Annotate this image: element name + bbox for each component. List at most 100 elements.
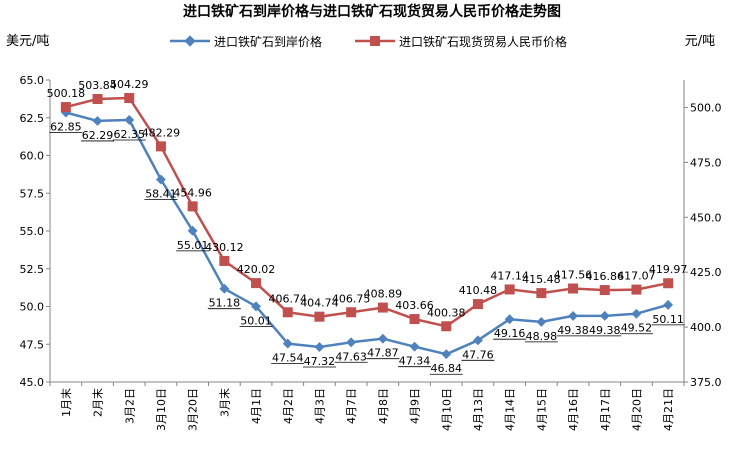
x-tick-label: 2月末 [91, 388, 105, 417]
cif-point [282, 338, 293, 349]
spot-value-label: 406.74 [269, 292, 308, 305]
spot-value-label: 415.48 [522, 273, 561, 286]
spot-value-label: 417.56 [554, 269, 593, 282]
cif-value-label: 47.34 [399, 355, 431, 368]
left-tick-label: 62.5 [20, 112, 45, 125]
spot-point [568, 283, 579, 294]
series-line-spot [65, 96, 669, 328]
left-tick-label: 65.0 [20, 74, 45, 87]
legend-item-cif-price: 进口铁矿石到岸价格 [170, 34, 322, 49]
spot-value-label: 504.29 [110, 78, 149, 91]
cif-value-label: 48.98 [526, 330, 558, 343]
cif-point [314, 342, 325, 352]
cif-value-label: 62.35 [114, 128, 146, 141]
cif-point [536, 316, 547, 327]
spot-point [124, 93, 135, 104]
spot-value-label: 419.97 [649, 263, 688, 276]
right-tick-label: 400.0 [690, 321, 722, 334]
cif-value-label: 55.01 [177, 239, 209, 252]
spot-point [92, 94, 103, 105]
right-axis-unit: 元/吨 [685, 34, 715, 49]
x-tick-label: 4月13日 [472, 388, 485, 431]
cif-point [631, 308, 642, 319]
spot-point [631, 284, 642, 295]
spot-value-label: 500.18 [47, 87, 86, 100]
spot-value-label: 430.12 [205, 241, 244, 254]
left-axis-unit: 美元/吨 [6, 34, 49, 49]
spot-point [472, 299, 483, 310]
spot-value-label: 416.86 [586, 270, 625, 283]
cif-point [472, 335, 483, 346]
left-tick-label: 52.5 [20, 263, 45, 276]
spot-value-label: 406.75 [332, 292, 371, 305]
spot-value-label: 417.14 [490, 269, 529, 282]
cif-value-label: 58.41 [145, 188, 177, 201]
left-tick-label: 60.0 [20, 150, 45, 163]
right-tick-label: 500.0 [690, 101, 722, 114]
spot-point [409, 314, 420, 325]
cif-value-label: 51.18 [209, 297, 241, 310]
x-tick-label: 3月20日 [187, 388, 200, 431]
series-layer [60, 93, 674, 360]
cif-point [155, 174, 166, 185]
cif-point [346, 337, 357, 348]
spot-point [187, 201, 198, 212]
x-tick-label: 4月20日 [630, 388, 643, 431]
spot-point [377, 302, 388, 313]
cif-value-label: 49.16 [494, 327, 526, 340]
spot-value-label: 408.89 [364, 288, 403, 301]
cif-value-label: 47.32 [304, 355, 336, 368]
cif-point [377, 333, 388, 344]
legend-item-spot-price: 进口铁矿石现货贸易人民币价格 [355, 34, 567, 49]
legend: 进口铁矿石到岸价格 进口铁矿石现货贸易人民币价格 [170, 34, 567, 49]
x-tick-label: 4月17日 [599, 388, 612, 431]
x-tick-label: 4月1日 [250, 388, 263, 424]
left-tick-label: 50.0 [20, 301, 45, 314]
x-tick-label: 4月10日 [440, 388, 453, 431]
legend-label-spot: 进口铁矿石现货贸易人民币价格 [399, 34, 567, 49]
spot-point [536, 288, 547, 299]
right-tick-label: 425.0 [690, 266, 722, 279]
left-tick-label: 55.0 [20, 225, 45, 238]
cif-value-label: 50.01 [240, 314, 272, 327]
cif-point [219, 283, 230, 294]
x-tick-label: 4月2日 [282, 388, 295, 424]
cif-value-label: 62.85 [50, 120, 82, 133]
spot-point [155, 141, 166, 152]
cif-point [599, 310, 610, 321]
spot-value-label: 403.66 [395, 299, 434, 312]
spot-point [599, 285, 610, 296]
spot-point [219, 255, 230, 266]
x-tick-label: 3月末 [217, 388, 231, 417]
cif-point [441, 349, 452, 360]
x-tick-label: 3月2日 [123, 388, 136, 424]
cif-value-label: 46.84 [431, 362, 463, 375]
legend-marker-square [370, 36, 380, 46]
x-tick-label: 4月9日 [409, 388, 422, 424]
left-tick-label: 47.5 [20, 338, 45, 351]
spot-point [441, 321, 452, 332]
cif-value-label: 62.29 [82, 129, 114, 142]
cif-value-label: 50.11 [652, 313, 684, 326]
cif-value-label: 47.63 [335, 350, 367, 363]
spot-point [346, 307, 357, 318]
axes: 45.0 47.5 50.0 52.5 55.0 57.5 60.0 62.5 65.0 375.… [20, 74, 722, 431]
spot-value-label: 410.48 [459, 284, 498, 297]
chart-title: 进口铁矿石到岸价格与进口铁矿石现货贸易人民币价格走势图 [183, 3, 561, 20]
cif-value-label: 47.87 [367, 347, 399, 360]
x-tick-label: 4月8日 [377, 388, 390, 424]
cif-point [663, 299, 674, 310]
spot-point [60, 102, 71, 113]
spot-value-label: 482.29 [142, 126, 181, 139]
spot-point [251, 278, 262, 289]
spot-value-label: 454.96 [173, 186, 212, 199]
cif-value-label: 47.76 [462, 348, 494, 361]
x-tick-label: 4月3日 [313, 388, 326, 424]
cif-point [568, 310, 579, 321]
cif-point [124, 115, 135, 125]
cif-value-label: 49.38 [557, 324, 589, 337]
spot-value-label: 503.84 [78, 79, 117, 92]
